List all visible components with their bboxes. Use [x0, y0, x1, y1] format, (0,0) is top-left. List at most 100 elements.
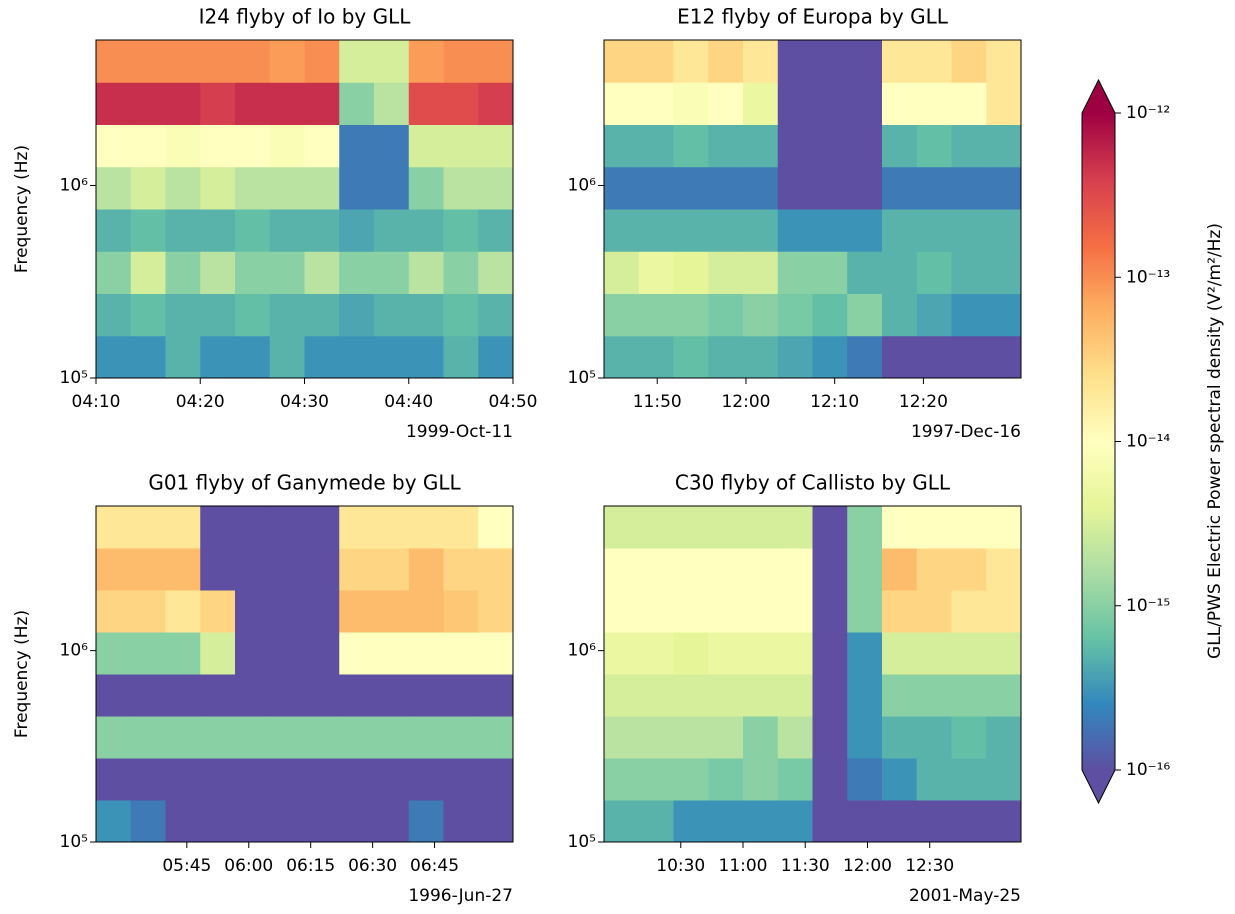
spectrogram-cell: [673, 506, 709, 549]
x-tick-label: 04:10: [72, 392, 121, 412]
spectrogram-cell: [478, 209, 514, 252]
spectrogram-cell: [374, 335, 410, 379]
spectrogram-cell: [951, 124, 987, 168]
spectrogram-cell: [443, 124, 479, 168]
spectrogram-cell: [638, 335, 674, 379]
spectrogram-cell: [708, 209, 744, 252]
x-tick-label: 11:00: [719, 856, 768, 876]
spectrogram-cell: [847, 209, 883, 252]
spectrogram-cell: [743, 124, 779, 168]
spectrogram-cell: [638, 800, 674, 843]
spectrogram-cell: [986, 82, 1022, 125]
colorbar-extend-max: [1082, 80, 1115, 113]
spectrogram-cell: [165, 335, 201, 379]
y-tick-label: 10⁶: [568, 641, 597, 661]
x-tick-label: 04:40: [384, 392, 433, 412]
spectrogram-cell: [408, 335, 444, 379]
spectrogram-cell: [235, 758, 271, 801]
spectrogram-cell: [200, 506, 236, 549]
spectrogram-cell: [986, 800, 1022, 843]
spectrogram-cell: [847, 251, 883, 294]
axes-frame: [95, 505, 514, 843]
spectrogram-cell: [708, 166, 744, 210]
spectrogram-cell: [638, 166, 674, 210]
spectrogram-cell: [777, 632, 813, 675]
spectrogram-cell: [916, 166, 952, 210]
spectrogram-cell: [604, 209, 640, 252]
spectrogram-cell: [408, 82, 444, 125]
spectrogram-cell: [339, 40, 375, 83]
spectrogram-cell: [604, 800, 640, 843]
spectrogram-cell: [812, 166, 848, 210]
spectrogram-cell: [339, 506, 375, 549]
colorbar-label: GLL/PWS Electric Power spectral density …: [1205, 223, 1225, 659]
spectrogram-cell: [269, 209, 305, 252]
spectrogram-cell: [916, 506, 952, 549]
spectrogram-cell: [235, 124, 271, 168]
spectrogram-cell: [96, 40, 132, 83]
spectrogram-cell: [443, 800, 479, 843]
spectrogram-cell: [673, 293, 709, 337]
spectrogram-cell: [708, 758, 744, 801]
spectrogram-cell: [847, 800, 883, 843]
spectrogram-cell: [200, 674, 236, 717]
spectrogram-cell: [708, 506, 744, 549]
spectrogram-cell: [604, 758, 640, 801]
spectrogram-cell: [443, 590, 479, 633]
spectrogram-cell: [130, 716, 166, 759]
spectrogram-cell: [130, 758, 166, 801]
spectrogram-cell: [235, 209, 271, 252]
spectrogram-cell: [743, 716, 779, 759]
spectrogram-cell: [777, 716, 813, 759]
spectrogram-cell: [847, 124, 883, 168]
y-tick-label: 10⁵: [60, 368, 88, 388]
colorbar-tick-label: 10⁻¹³: [1126, 267, 1170, 287]
spectrogram-cell: [478, 506, 514, 549]
x-tick-label: 06:15: [286, 856, 335, 876]
spectrogram-cell: [339, 632, 375, 675]
spectrogram-cell: [339, 335, 375, 379]
date-label: 1997-Dec-16: [911, 422, 1021, 442]
spectrogram-cell: [777, 40, 813, 83]
spectrogram-cell: [882, 251, 918, 294]
spectrogram-cell: [339, 758, 375, 801]
spectrogram-cell: [96, 124, 132, 168]
spectrogram-cell: [478, 548, 514, 591]
spectrogram-cell: [916, 251, 952, 294]
spectrogram-cell: [882, 82, 918, 125]
spectrogram-cell: [200, 82, 236, 125]
spectrogram-cell: [130, 82, 166, 125]
spectrogram-cell: [638, 758, 674, 801]
spectrogram-cell: [165, 506, 201, 549]
spectrogram-cell: [916, 632, 952, 675]
spectrogram-cell: [743, 40, 779, 83]
spectrogram-cell: [96, 293, 132, 337]
spectrogram-cell: [916, 800, 952, 843]
spectrogram-cell: [743, 82, 779, 125]
spectrogram-cell: [882, 124, 918, 168]
spectrogram-cell: [708, 124, 744, 168]
spectrogram-cell: [235, 335, 271, 379]
spectrogram-cell: [847, 166, 883, 210]
spectrogram-cell: [408, 506, 444, 549]
spectrogram-cell: [673, 251, 709, 294]
spectrogram-cell: [130, 674, 166, 717]
spectrogram-cell: [882, 548, 918, 591]
spectrogram-cell: [812, 82, 848, 125]
spectrogram-cell: [882, 335, 918, 379]
spectrogram-cell: [777, 506, 813, 549]
spectrogram-cell: [96, 590, 132, 633]
spectrogram-cell: [986, 758, 1022, 801]
spectrogram-cell: [986, 251, 1022, 294]
x-tick-label: 04:50: [489, 392, 538, 412]
spectrogram-cell: [812, 758, 848, 801]
spectrogram-cell: [604, 716, 640, 759]
spectrogram-cell: [443, 758, 479, 801]
colorbar-tick-label: 10⁻¹⁵: [1126, 596, 1170, 616]
spectrogram-cell: [339, 293, 375, 337]
spectrogram-cell: [200, 166, 236, 210]
spectrogram-cell: [743, 800, 779, 843]
spectrogram-cell: [304, 758, 340, 801]
spectrogram-cell: [812, 293, 848, 337]
